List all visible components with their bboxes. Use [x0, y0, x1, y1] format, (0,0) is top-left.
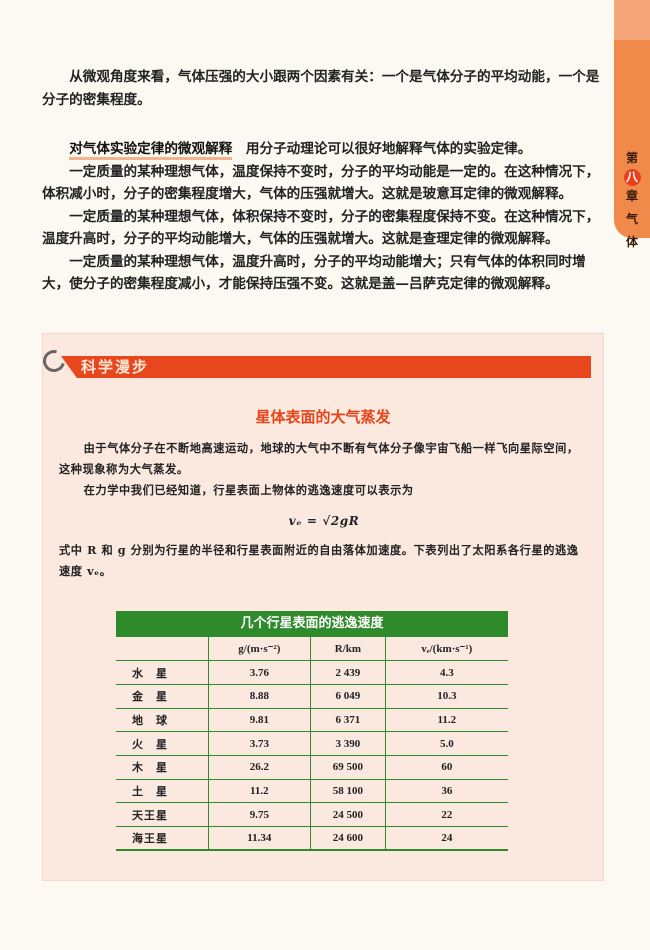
- box-paragraph: 由于气体分子在不断地高速运动，地球的大气中不断有气体分子像宇宙飞船一样飞向星际空…: [59, 441, 579, 476]
- table-row: 水 星 3.76 2 439 4.3: [116, 660, 508, 685]
- column-header: R/km: [310, 637, 386, 662]
- table-cell: 24 500: [310, 802, 386, 827]
- table-cell: 24 600: [310, 826, 386, 852]
- table-cell: 火 星: [116, 731, 208, 756]
- table-cell: 9.75: [207, 802, 311, 827]
- paragraph: 一定质量的某种理想气体，温度升高时，分子的平均动能增大；只有气体的体积同时增大，…: [42, 253, 586, 293]
- table-cell: 水 星: [116, 660, 208, 685]
- box-paragraph: 在力学中我们已经知道，行星表面上物体的逃逸速度可以表示为: [83, 483, 414, 497]
- table-cell: 11.34: [207, 826, 311, 852]
- escape-velocity-table: 几个行星表面的逃逸速度 g/(m·s⁻²) R/km vₑ/(km·s⁻¹) 水 星…: [116, 611, 508, 852]
- paragraph: 一定质量的某种理想气体，体积保持不变时，分子的密集程度保持不变。在这种情况下，温…: [42, 208, 600, 248]
- chapter-prefix: 第: [625, 151, 638, 165]
- table-cell: 11.2: [384, 708, 508, 733]
- formula: vₑ = √2gR: [288, 514, 360, 528]
- table-cell: 3.76: [207, 660, 311, 685]
- table-cell: 4.3: [384, 660, 508, 685]
- table-cell: 6 371: [310, 708, 386, 733]
- table-row: 木 星 26.2 69 500 60: [116, 755, 508, 780]
- table-cell: 69 500: [310, 755, 386, 780]
- table-cell: 5.0: [384, 731, 508, 756]
- table-cell: 木 星: [116, 755, 208, 780]
- table-cell: 10.3: [384, 684, 508, 709]
- section-paragraph: 对气体实验定律的微观解释 用分子动理论可以很好地解释气体的实验定律。: [42, 138, 607, 161]
- paragraph: 从微观角度来看，气体压强的大小跟两个因素有关：一个是气体分子的平均动能，一个是分…: [42, 69, 600, 108]
- science-box: 科学漫步 星体表面的大气蒸发 由于气体分子在不断地高速运动，地球的大气中不断有气…: [38, 333, 604, 881]
- table-cell: 9.81: [207, 708, 311, 733]
- chapter-suffix: 章: [625, 189, 638, 203]
- box-title: 星体表面的大气蒸发: [255, 408, 391, 426]
- main-text: 从微观角度来看，气体压强的大小跟两个因素有关：一个是气体分子的平均动能，一个是分…: [42, 66, 607, 296]
- table-row: 海王星 11.34 24 600 24: [116, 826, 508, 852]
- section-intro: 用分子动理论可以很好地解释气体的实验定律。: [232, 141, 532, 157]
- chapter-number: 八: [623, 169, 641, 186]
- paragraph: 一定质量的某种理想气体，温度保持不变时，分子的平均动能是一定的。在这种情况下，体…: [42, 163, 600, 203]
- table-caption: 几个行星表面的逃逸速度: [116, 611, 508, 637]
- chapter-tab: 第 八 章 气 体: [614, 0, 650, 249]
- table-cell: 土 星: [116, 779, 208, 804]
- chapter-title-2: 体: [625, 235, 638, 249]
- table-cell: 天王星: [116, 802, 208, 827]
- column-header: g/(m·s⁻²): [207, 637, 311, 662]
- table-cell: 58 100: [310, 779, 386, 804]
- box-paragraph: 式中 R 和 g 分别为行星的半径和行星表面附近的自由落体加速度。下表列出了太阳…: [59, 543, 579, 578]
- table-row: 火 星 3.73 3 390 5.0: [116, 731, 508, 756]
- table-row: 金 星 8.88 6 049 10.3: [116, 684, 508, 709]
- chapter-title-1: 气: [625, 212, 638, 226]
- table-cell: 26.2: [207, 755, 311, 780]
- table-cell: 金 星: [116, 684, 208, 709]
- column-header: vₑ/(km·s⁻¹): [384, 637, 508, 662]
- table-cell: 2 439: [310, 660, 386, 685]
- table-row: 天王星 9.75 24 500 22: [116, 802, 508, 827]
- table-cell: 24: [384, 826, 508, 852]
- table-cell: 3.73: [207, 731, 311, 756]
- column-header: [116, 637, 208, 662]
- table-cell: 6 049: [310, 684, 386, 709]
- table-row: 土 星 11.2 58 100 36: [116, 779, 508, 804]
- table-row: 地 球 9.81 6 371 11.2: [116, 708, 508, 733]
- moon-icon: [38, 345, 70, 377]
- table-cell: 22: [384, 802, 508, 827]
- table-cell: 11.2: [207, 779, 311, 804]
- table-cell: 60: [384, 755, 508, 780]
- table-cell: 地 球: [116, 708, 208, 733]
- box-banner: 科学漫步: [61, 356, 591, 378]
- section-heading: 对气体实验定律的微观解释: [69, 141, 233, 160]
- table-cell: 8.88: [207, 684, 311, 709]
- table-cell: 36: [384, 779, 508, 804]
- table-cell: 3 390: [310, 731, 386, 756]
- table-cell: 海王星: [116, 826, 208, 852]
